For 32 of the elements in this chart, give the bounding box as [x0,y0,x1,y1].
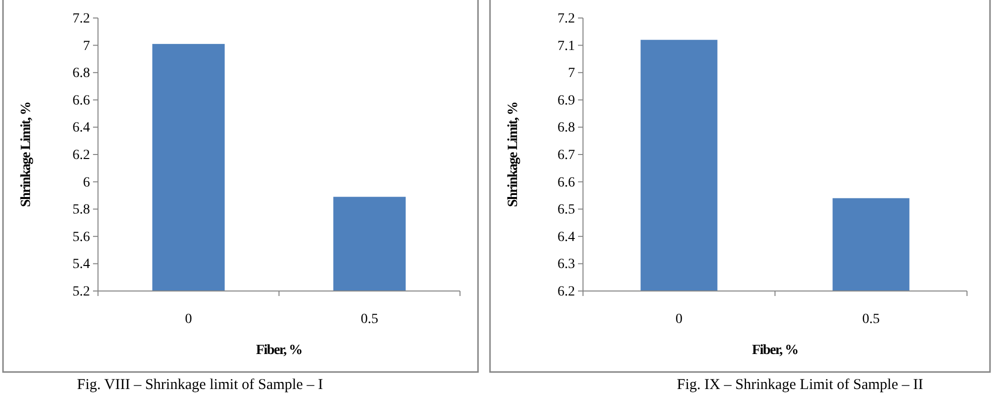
y-tick-label: 6.2 [558,284,575,300]
y-tick-label: 7 [568,66,575,82]
y-tick-label: 6.5 [558,202,575,218]
y-tick-label: 6.3 [558,257,575,272]
y-tick-label: 6.4 [558,230,575,245]
y-tick-label: 5.4 [72,257,90,272]
text: Fig. IX – Shrinkage Limit of Sample – II [676,377,924,393]
y-tick-label: 6 [83,175,90,190]
y-tick-label: 6.2 [72,148,90,163]
y-tick-label: 6.7 [558,148,575,163]
x-tick-label: 0 [676,312,682,327]
text: Fig. VIII – Shrinkage limit of Sample – I [77,377,323,393]
x-tick-label: 0 [185,312,192,327]
x-tick-label: 0.5 [360,312,378,327]
y-tick-label: 5.2 [72,284,90,300]
x-tick-label: 0.5 [862,312,880,327]
y-tick-label: 6.9 [558,93,575,108]
y-tick-label: 7.1 [558,38,575,54]
y-tick-label: 7.2 [558,11,575,26]
y-tick-label: 5.6 [72,230,90,245]
y-tick-label: 6.8 [558,120,575,136]
y-tick-label: 6.6 [558,175,575,190]
y-tick-label: 7.2 [72,11,90,26]
y-tick-label: 7 [83,38,90,54]
y-tick-label: 6.4 [72,120,90,136]
y-tick-label: 6.6 [72,93,90,108]
y-tick-label: 6.8 [72,66,90,82]
x-axis-title: Fiber, % [256,343,302,358]
y-axis-title: Shrinkage Limit, % [506,102,521,208]
y-axis-title: Shrinkage Limit, % [19,102,34,208]
x-axis-title: Fiber, % [752,343,798,358]
y-tick-label: 5.8 [72,202,90,218]
